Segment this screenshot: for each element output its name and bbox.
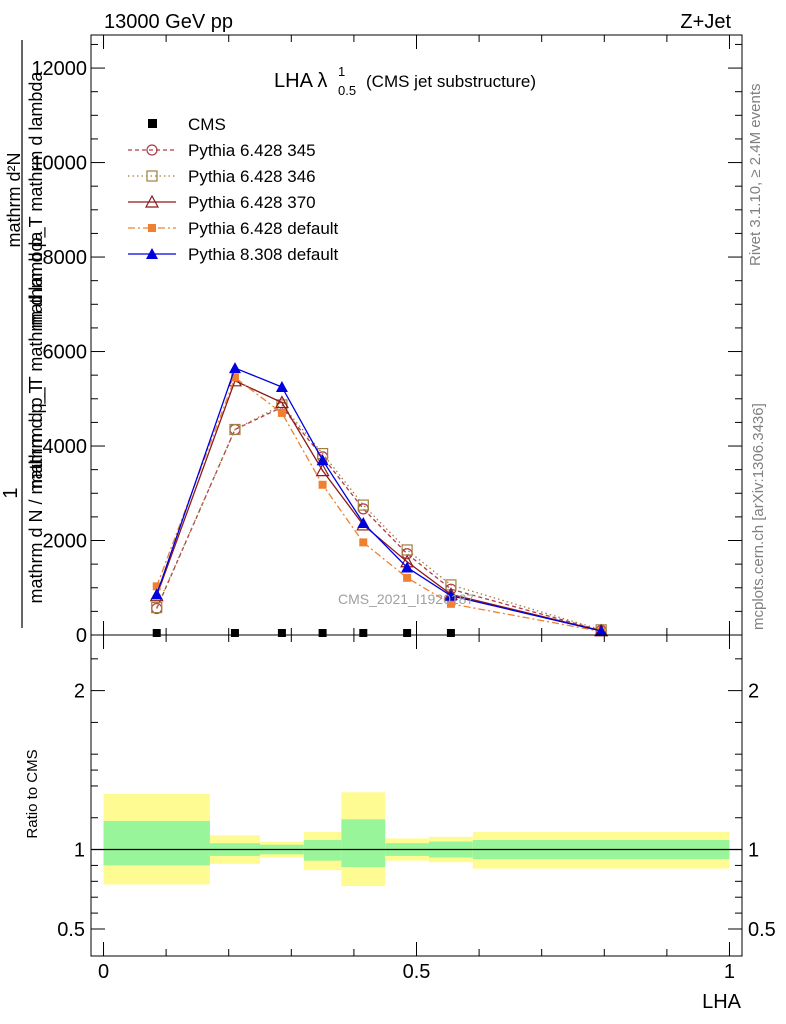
series-point-4: [228, 362, 241, 374]
ytick-label: 6000: [43, 342, 88, 364]
legend-marker-1: [146, 170, 158, 182]
series-point-0: [401, 548, 413, 560]
series-line-4: [156, 367, 602, 632]
xtick-label: 0: [98, 961, 109, 983]
ylabel-bottom-denominator: mathrm d p_T mathrm d lambda: [26, 231, 47, 489]
series-point-1: [357, 499, 369, 511]
ratio-ytick-label-right: 2: [748, 681, 759, 703]
ytick-label: 2000: [43, 531, 88, 553]
legend-label-4: Pythia 8.308 default: [188, 245, 339, 264]
series-point-3: [152, 582, 161, 591]
legend-label-0: Pythia 6.428 345: [188, 141, 316, 160]
series-point-3: [446, 599, 455, 608]
ratio-band-inner-0: [103, 820, 210, 866]
series-point-2: [274, 395, 289, 409]
series-line-1: [156, 404, 602, 631]
header-process: Z+Jet: [680, 11, 731, 33]
cms-point: [403, 629, 412, 637]
series-point-3: [359, 538, 368, 547]
cms-point: [230, 629, 239, 637]
main-axes: 0 2000 4000 6000 8000 10000 12000: [31, 35, 742, 647]
title-main: LHA λ: [274, 70, 327, 92]
legend-label-cms: CMS: [188, 115, 226, 134]
series-point-4: [357, 517, 370, 529]
cms-point: [318, 629, 327, 637]
ratio-frame: [90, 634, 743, 957]
series-point-3: [230, 373, 239, 382]
xlabel: LHA: [702, 991, 742, 1013]
series-point-0: [357, 503, 369, 515]
xtick-label: 0.5: [403, 961, 431, 983]
ratio-ytick-label-right: 0.5: [748, 919, 776, 941]
cms-point: [359, 629, 368, 637]
legend: CMS Pythia 6.428 345 Pythia 6.428 346 Pythi…: [128, 115, 339, 264]
series-point-1: [151, 601, 163, 614]
ratio-ytick-label-left: 1: [74, 840, 85, 862]
ratio-band-inner-4: [341, 819, 386, 868]
legend-label-3: Pythia 6.428 default: [188, 219, 339, 238]
series-point-4: [595, 624, 608, 636]
ratio-bands: [91, 792, 742, 887]
legend-marker-3: [148, 224, 156, 232]
main-series: [149, 362, 609, 637]
cms-point: [446, 629, 455, 637]
plot-title: LHA λ 1 0.5 (CMS jet substructure): [274, 64, 536, 98]
cms-point: [277, 629, 286, 637]
ratio-ylabel: Ratio to CMS: [24, 749, 41, 838]
analysis-watermark: CMS_2021_I1920187: [338, 591, 474, 607]
legend-marker-4: [146, 248, 158, 259]
ytick-label: 8000: [43, 247, 88, 269]
mcplots-label: mcplots.cern.ch [arXiv:1306.3436]: [750, 403, 767, 630]
cms-point: [152, 629, 161, 637]
main-ylabel: 1 mathrm d N / mathrm d p_T mathrm d²N m…: [0, 40, 47, 628]
ratio-axes: 0.5 0.5 1 1 2 2 0 0.5 1: [57, 635, 776, 983]
ytick-label: 0: [76, 625, 87, 647]
series-point-4: [316, 454, 329, 466]
ylabel-top: mathrm d²N: [4, 152, 24, 247]
series-point-3: [318, 480, 327, 489]
series-point-4: [444, 589, 457, 601]
legend-marker-0: [146, 144, 158, 156]
legend-marker-2: [144, 194, 160, 208]
title-sub: 0.5: [338, 83, 356, 98]
series-point-4: [401, 561, 414, 573]
ylabel-one: 1: [0, 487, 22, 498]
ytick-label: 10000: [31, 153, 87, 175]
series-point-2: [315, 463, 330, 477]
ratio-ytick-label-left: 0.5: [57, 919, 85, 941]
series-line-2: [156, 379, 602, 632]
ratio-ytick-label-right: 1: [748, 840, 759, 862]
series-point-4: [275, 380, 288, 392]
ratio-band-inner-3: [303, 839, 342, 861]
legend-marker-cms: [148, 119, 157, 128]
ylabel-top-denominator: mathrm d p_T mathrm d lambda: [26, 71, 47, 329]
rivet-label: Rivet 3.1.10, ≥ 2.4M events: [747, 84, 764, 267]
legend-label-1: Pythia 6.428 346: [188, 167, 316, 186]
series-point-4: [150, 588, 163, 600]
ratio-ytick-label-left: 2: [74, 681, 85, 703]
ytick-label: 12000: [31, 58, 87, 80]
xtick-label: 1: [724, 961, 735, 983]
title-sup: 1: [338, 64, 345, 79]
series-point-3: [277, 408, 286, 417]
series-point-3: [403, 573, 412, 582]
legend-label-2: Pythia 6.428 370: [188, 193, 316, 212]
ytick-label: 4000: [43, 436, 88, 458]
header-energy: 13000 GeV pp: [104, 11, 233, 33]
ylabel-bottom: mathrm d N / mathrm d p_T: [26, 382, 47, 603]
series-point-1: [229, 423, 241, 436]
title-suffix: (CMS jet substructure): [366, 72, 536, 91]
